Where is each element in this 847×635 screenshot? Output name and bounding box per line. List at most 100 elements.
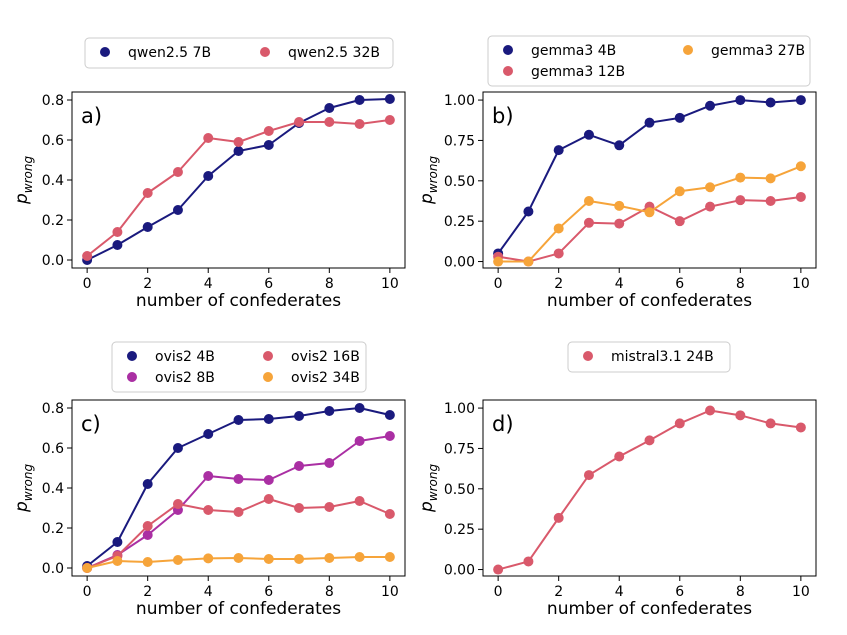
x-tick-label: 10	[381, 276, 399, 292]
x-tick-label: 10	[792, 276, 810, 292]
legend-d: mistral3.1 24B	[567, 341, 731, 373]
x-tick-label: 0	[494, 276, 503, 292]
y-tick-label: 0.00	[444, 563, 475, 579]
data-point	[233, 415, 244, 425]
legend-entry: ovis2 34B	[291, 370, 360, 386]
data-point	[263, 475, 274, 485]
legend-entry: ovis2 16B	[291, 349, 360, 365]
data-point	[705, 201, 716, 212]
legend-box	[567, 341, 731, 373]
y-tick-label: 1.00	[444, 93, 475, 109]
data-point	[674, 112, 685, 123]
data-point	[172, 443, 183, 453]
data-point	[765, 97, 776, 108]
data-point	[172, 205, 183, 215]
panel-c: 0 2 4 6 8 10 0.0 0.2 0.4 0.6 0.8 number of confeder…	[12, 399, 406, 619]
data-point	[324, 103, 335, 113]
legend-marker	[583, 351, 593, 361]
y-tick-label: 0.0	[42, 561, 64, 577]
data-point	[203, 505, 214, 515]
data-point	[203, 429, 214, 439]
data-point	[142, 521, 153, 531]
x-tick-label: 10	[792, 584, 810, 600]
data-point	[294, 554, 305, 564]
legend-a: qwen2.5 7B qwen2.5 32B	[84, 37, 394, 69]
data-point	[583, 195, 594, 206]
data-point	[795, 161, 806, 172]
y-tick-label: 0.25	[444, 214, 475, 230]
data-point	[765, 173, 776, 184]
y-tick-label: 0.4	[42, 173, 64, 189]
y-tick-label: 0.75	[444, 441, 475, 457]
data-point	[354, 119, 365, 129]
legend-entry: gemma3 12B	[531, 64, 625, 80]
data-point	[203, 471, 214, 481]
y-tick-label: 0.25	[444, 522, 475, 538]
data-point	[172, 555, 183, 565]
legend-marker	[503, 45, 513, 55]
data-point	[263, 494, 274, 504]
y-axis-label: pwrong	[417, 156, 440, 205]
data-point	[142, 530, 153, 540]
y-axis-label-main: p	[417, 501, 437, 513]
panel-a: 0 2 4 6 8 10 0.0 0.2 0.4 0.6 0.8 number of confeder…	[12, 91, 406, 311]
x-tick-label: 8	[325, 584, 334, 600]
x-tick-label: 6	[675, 584, 684, 600]
x-tick-label: 0	[83, 276, 92, 292]
panel-label: d)	[492, 412, 514, 436]
x-tick-label: 4	[615, 584, 624, 600]
data-point	[553, 512, 564, 523]
y-tick-label: 0.2	[42, 213, 64, 229]
data-point	[735, 195, 746, 206]
legend-entry: mistral3.1 24B	[611, 349, 714, 365]
x-tick-label: 4	[204, 584, 213, 600]
panel-d: 0 2 4 6 8 10 0.00 0.25 0.50 0.75 1.00 number of con…	[417, 399, 817, 619]
axes-frame	[71, 399, 406, 577]
data-point	[203, 133, 214, 143]
y-axis-label-sub: wrong	[21, 156, 35, 194]
y-tick-label: 0.50	[444, 482, 475, 498]
legend-entry: ovis2 8B	[155, 370, 215, 386]
data-point	[523, 206, 534, 217]
x-tick-label: 2	[554, 276, 563, 292]
data-point	[82, 251, 93, 261]
data-point	[644, 207, 655, 218]
data-point	[384, 410, 395, 420]
data-point	[112, 537, 123, 547]
y-axis-label: pwrong	[12, 156, 35, 205]
legend-entry: qwen2.5 32B	[288, 45, 380, 61]
legend-marker	[260, 47, 270, 57]
y-tick-label: 0.4	[42, 481, 64, 497]
panel-label: a)	[81, 104, 102, 128]
data-point	[294, 461, 305, 471]
legend-marker	[263, 351, 273, 361]
x-tick-label: 6	[675, 276, 684, 292]
legend-entry: gemma3 4B	[531, 43, 616, 59]
x-tick-label: 8	[325, 276, 334, 292]
legend-entry: gemma3 27B	[711, 43, 805, 59]
x-tick-label: 0	[83, 584, 92, 600]
x-tick-label: 6	[264, 276, 273, 292]
data-point	[294, 503, 305, 513]
data-point	[583, 129, 594, 140]
x-tick-label: 4	[615, 276, 624, 292]
data-point	[233, 146, 244, 156]
data-point	[354, 95, 365, 105]
data-point	[112, 556, 123, 566]
panel-label: c)	[81, 412, 101, 436]
x-axis-label: number of confederates	[547, 599, 752, 619]
y-axis-label: pwrong	[12, 464, 35, 513]
data-point	[263, 554, 274, 564]
legend-c: ovis2 4B ovis2 8B ovis2 16B ovis2 34B	[111, 341, 367, 393]
data-point	[233, 137, 244, 147]
x-tick-label: 6	[264, 584, 273, 600]
data-point	[735, 410, 746, 421]
data-point	[674, 216, 685, 227]
data-point	[795, 191, 806, 202]
data-point	[614, 218, 625, 229]
data-point	[263, 414, 274, 424]
data-point	[324, 553, 335, 563]
data-point	[172, 167, 183, 177]
x-axis-label: number of confederates	[136, 599, 341, 619]
x-tick-label: 8	[736, 276, 745, 292]
